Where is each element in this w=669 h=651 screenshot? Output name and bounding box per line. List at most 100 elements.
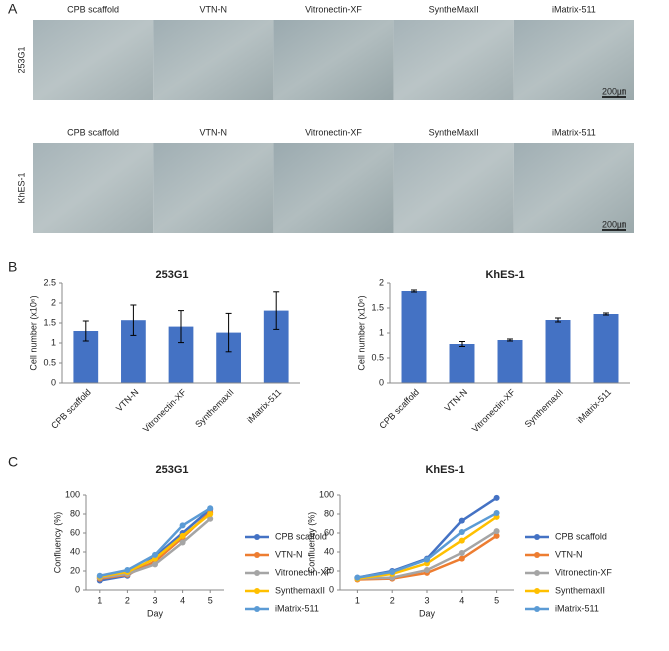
bar bbox=[593, 314, 619, 383]
legend-label: SynthemaxII bbox=[275, 585, 325, 595]
series-point bbox=[179, 532, 186, 539]
y-axis-label: Confluency (%) bbox=[306, 512, 316, 574]
micrograph bbox=[393, 143, 514, 233]
y-tick-label: 1 bbox=[379, 327, 384, 337]
x-tick-label: CPB scaffold bbox=[377, 387, 421, 431]
x-tick-label: VTN-N bbox=[443, 387, 470, 414]
column-label: SyntheMaxII bbox=[429, 127, 479, 137]
y-tick-label: 0 bbox=[329, 584, 334, 594]
legend-point bbox=[534, 570, 540, 576]
column-label: iMatrix-511 bbox=[552, 127, 596, 137]
series-point bbox=[493, 510, 500, 517]
y-tick-label: 100 bbox=[319, 489, 334, 499]
row-label: 253G1 bbox=[16, 46, 26, 73]
series-point bbox=[424, 556, 430, 563]
y-axis-label: Cell number (x10⁶) bbox=[28, 295, 38, 370]
bar bbox=[545, 320, 571, 383]
column-label: CPB scaffold bbox=[67, 127, 119, 137]
series-point bbox=[124, 567, 131, 574]
y-tick-label: 100 bbox=[65, 489, 80, 499]
y-tick-label: 60 bbox=[70, 527, 80, 537]
chart-title: 253G1 bbox=[155, 464, 188, 476]
legend-point bbox=[534, 606, 540, 612]
panel-label: A bbox=[8, 1, 18, 17]
legend-label: CPB scaffold bbox=[555, 531, 607, 541]
y-tick-label: 2 bbox=[379, 277, 384, 287]
series-point bbox=[493, 532, 500, 539]
micrograph bbox=[33, 143, 154, 233]
y-tick-label: 0 bbox=[51, 377, 56, 387]
legend-label: VTN-N bbox=[275, 549, 303, 559]
series-point bbox=[389, 568, 396, 575]
x-tick-label: 4 bbox=[180, 595, 185, 605]
bar bbox=[401, 291, 427, 383]
series-point bbox=[458, 529, 465, 536]
column-label: iMatrix-511 bbox=[552, 4, 596, 14]
column-label: SyntheMaxII bbox=[429, 4, 479, 14]
y-tick-label: 1.5 bbox=[43, 317, 56, 327]
legend-point bbox=[254, 588, 260, 594]
legend-point bbox=[534, 588, 540, 594]
y-tick-label: 2.5 bbox=[43, 277, 56, 287]
series-point bbox=[152, 551, 158, 558]
y-tick-label: 2 bbox=[51, 297, 56, 307]
micrograph bbox=[513, 20, 634, 100]
legend-point bbox=[534, 534, 540, 540]
micrograph bbox=[513, 143, 634, 233]
micrograph bbox=[153, 143, 274, 233]
micrograph bbox=[393, 20, 514, 100]
y-tick-label: 1.5 bbox=[371, 302, 384, 312]
y-tick-label: 0 bbox=[379, 377, 384, 387]
micrograph bbox=[153, 20, 274, 100]
chart-title: KhES-1 bbox=[485, 269, 524, 281]
series-point bbox=[458, 517, 465, 524]
bar bbox=[497, 340, 523, 383]
scale-label: 200㎛ bbox=[602, 86, 626, 97]
x-axis-label: Day bbox=[419, 608, 436, 618]
x-tick-label: SynthemaxII bbox=[193, 387, 235, 429]
y-tick-label: 20 bbox=[324, 565, 334, 575]
y-tick-label: 40 bbox=[70, 546, 80, 556]
x-tick-label: 2 bbox=[390, 595, 395, 605]
series-point bbox=[458, 549, 465, 556]
legend-label: iMatrix-511 bbox=[555, 603, 599, 613]
chart-title: 253G1 bbox=[155, 269, 188, 281]
panel-label: C bbox=[8, 454, 18, 470]
legend-label: iMatrix-511 bbox=[275, 603, 319, 613]
scale-label: 200㎛ bbox=[602, 219, 626, 230]
x-tick-label: Vitronectin-XF bbox=[141, 387, 189, 435]
y-tick-label: 60 bbox=[324, 527, 334, 537]
column-label: VTN-N bbox=[200, 4, 228, 14]
x-tick-label: SynthemaxII bbox=[523, 387, 565, 429]
x-tick-label: 5 bbox=[494, 595, 499, 605]
series-point bbox=[152, 561, 158, 568]
column-label: VTN-N bbox=[200, 127, 228, 137]
y-tick-label: 20 bbox=[70, 565, 80, 575]
chart-title: KhES-1 bbox=[425, 464, 464, 476]
micrograph bbox=[33, 20, 154, 100]
bar bbox=[449, 344, 475, 383]
x-tick-label: 4 bbox=[459, 595, 464, 605]
series-point bbox=[458, 537, 465, 544]
series-point bbox=[96, 572, 103, 579]
legend-label: Vitronectin-XF bbox=[555, 567, 612, 577]
series-point bbox=[179, 539, 186, 546]
row-label: KhES-1 bbox=[16, 172, 26, 203]
y-axis-label: Confluency (%) bbox=[52, 512, 62, 574]
y-tick-label: 0.5 bbox=[43, 357, 56, 367]
legend-label: VTN-N bbox=[555, 549, 583, 559]
legend-point bbox=[254, 570, 260, 576]
x-tick-label: Vitronectin-XF bbox=[470, 387, 518, 435]
legend-label: CPB scaffold bbox=[275, 531, 327, 541]
series-point bbox=[179, 522, 186, 529]
series-point bbox=[207, 515, 214, 522]
x-tick-label: 1 bbox=[355, 595, 360, 605]
column-label: Vitronectin-XF bbox=[305, 127, 362, 137]
y-tick-label: 80 bbox=[70, 508, 80, 518]
column-label: Vitronectin-XF bbox=[305, 4, 362, 14]
y-tick-label: 40 bbox=[324, 546, 334, 556]
x-tick-label: 3 bbox=[152, 595, 157, 605]
y-tick-label: 0 bbox=[75, 584, 80, 594]
y-tick-label: 80 bbox=[324, 508, 334, 518]
